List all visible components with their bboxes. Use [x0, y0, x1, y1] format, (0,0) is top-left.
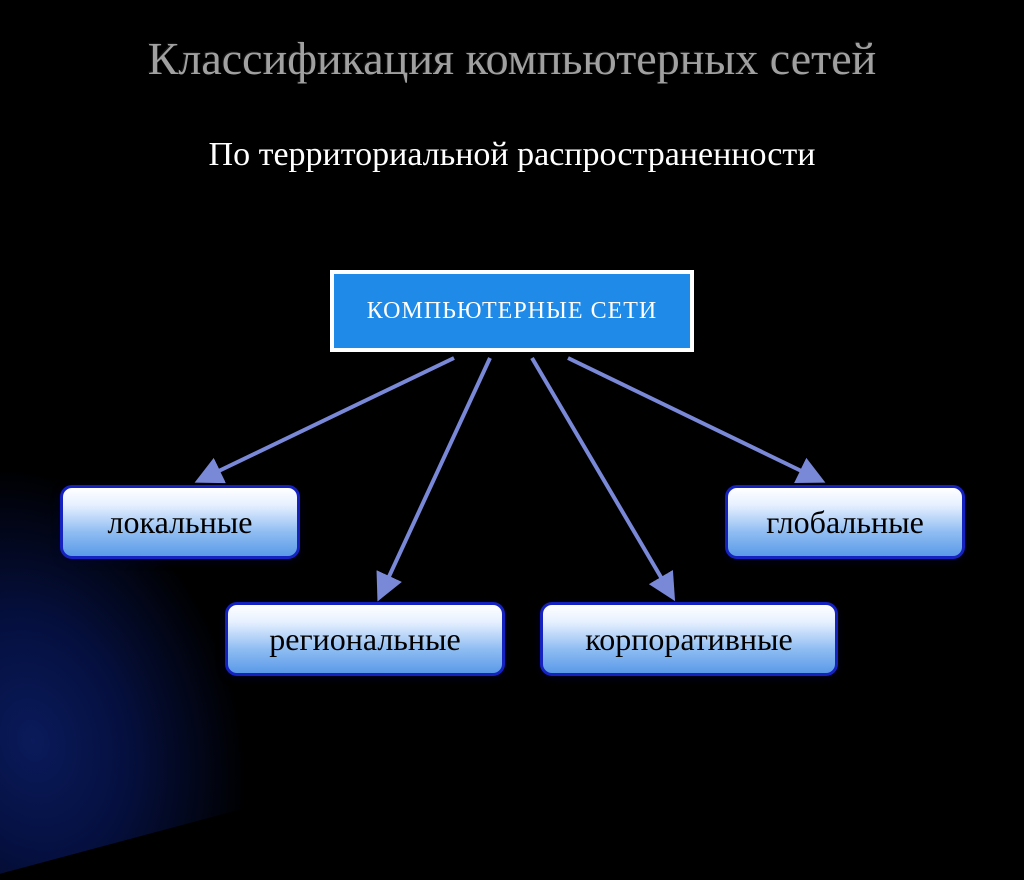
- child-node-label: глобальные: [766, 504, 924, 541]
- child-node-corporate: корпоративные: [540, 602, 838, 676]
- child-node-regional: региональные: [225, 602, 505, 676]
- child-node-label: региональные: [269, 621, 460, 658]
- child-node-global: глобальные: [725, 485, 965, 559]
- slide-content: Классификация компьютерных сетей По терр…: [0, 0, 1024, 768]
- child-node-label: корпоративные: [585, 621, 792, 658]
- child-node-local: локальные: [60, 485, 300, 559]
- diagram-edges: [0, 0, 1024, 768]
- slide-title: Классификация компьютерных сетей: [0, 0, 1024, 88]
- child-node-label: локальные: [108, 504, 253, 541]
- root-node-label: КОМПЬЮТЕРНЫЕ СЕТИ: [367, 298, 658, 325]
- root-node: КОМПЬЮТЕРНЫЕ СЕТИ: [330, 270, 694, 352]
- slide-subtitle: По территориальной распространенности: [0, 136, 1024, 174]
